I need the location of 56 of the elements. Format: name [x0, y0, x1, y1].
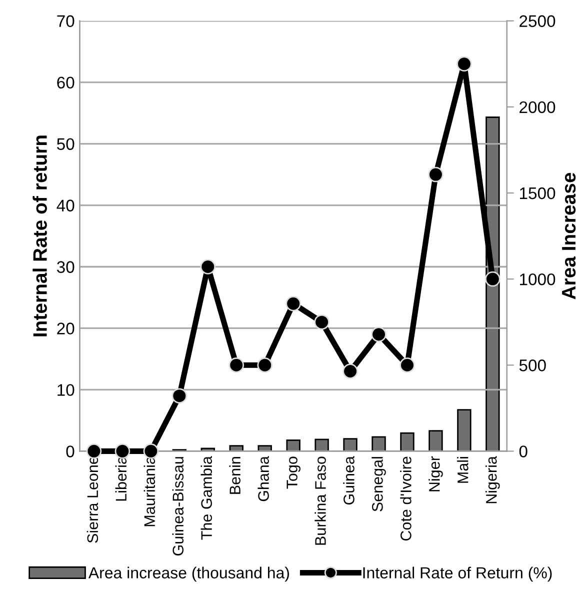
x-tick-label: Togo [286, 456, 300, 489]
y-tick-label: 60 [57, 76, 74, 89]
point [257, 357, 272, 373]
point [342, 364, 358, 379]
y-tick-label: 0 [66, 446, 74, 458]
y2-tick-label: 500 [519, 360, 546, 372]
y-tick-label: 50 [57, 138, 74, 150]
bar [400, 432, 414, 452]
x-tick-label: Senegal [372, 457, 386, 512]
point [286, 296, 301, 312]
x-tick-label: The Gambia [200, 456, 212, 540]
y2-tick-label: 2000 [520, 101, 556, 114]
x-tick-label: Niger [428, 456, 443, 492]
x-tick-label: Benin [229, 457, 240, 494]
bar [258, 445, 272, 452]
y2-axis-title: Area Increase [562, 172, 576, 300]
point [172, 388, 188, 404]
y2-tick-label: 1000 [520, 273, 556, 286]
point [228, 357, 244, 373]
point [200, 259, 216, 274]
y2-tick-label: 1500 [520, 187, 556, 200]
bar [372, 436, 386, 452]
y-tick-label: 40 [56, 200, 74, 212]
point [456, 56, 472, 72]
point [371, 326, 386, 342]
x-tick-label: Cote d'Ivoire [400, 456, 412, 541]
legend-label: Internal Rate of Return (%) [363, 566, 552, 582]
x-tick-label: Nigeria [486, 456, 500, 504]
point [314, 314, 330, 330]
bar [428, 430, 443, 452]
x-tick-label: Mali [457, 457, 468, 483]
y2-tick-label: 0 [519, 446, 528, 458]
point [114, 444, 130, 459]
bar [314, 438, 329, 452]
bar [229, 445, 244, 452]
y-tick-label: 10 [58, 384, 74, 396]
x-tick-label: Mauritania [144, 456, 156, 526]
y2-tick-label: 2500 [520, 15, 556, 28]
bar [343, 438, 358, 452]
legend-label: Area increase (thousand ha) [88, 566, 289, 582]
point [143, 444, 159, 459]
x-tick-label: Ghana [258, 456, 269, 502]
point [86, 444, 102, 459]
bar [457, 409, 472, 452]
y-tick-label: 70 [57, 15, 74, 28]
x-tick-label: Burkina Faso [314, 456, 326, 545]
point [428, 166, 444, 182]
y-tick-label: 20 [57, 322, 74, 334]
x-tick-label: Sierra Leone [86, 456, 98, 543]
point [485, 271, 500, 287]
x-tick-label: Guinea-Bissau [172, 457, 184, 556]
point [400, 357, 415, 373]
x-tick-label: Guinea [343, 456, 354, 505]
bar [286, 439, 300, 452]
y-tick-label: 30 [56, 261, 74, 273]
y-axis-title: Internal Rate of return [32, 136, 47, 336]
